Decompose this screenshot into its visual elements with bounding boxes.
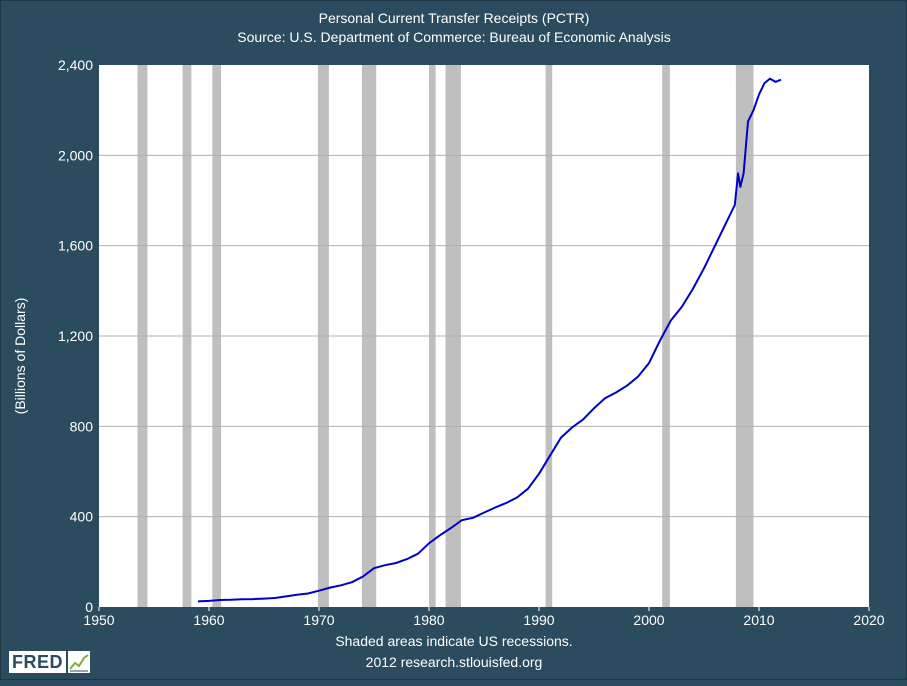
y-tick-label: 400	[70, 509, 94, 525]
recession-note: Shaded areas indicate US recessions.	[335, 633, 572, 649]
x-tick-label: 1960	[193, 612, 224, 628]
y-tick-label: 1,200	[58, 328, 93, 344]
x-tick-label: 2000	[633, 612, 664, 628]
chart-title: Personal Current Transfer Receipts (PCTR…	[319, 10, 590, 26]
x-axis-ticks: 1950 1960 1970 1980 1990 2000 2010 2020	[83, 607, 885, 628]
fred-logo: FRED	[9, 651, 90, 673]
x-tick-label: 2010	[743, 612, 774, 628]
x-tick-label: 1990	[523, 612, 554, 628]
y-tick-label: 2,000	[58, 147, 93, 163]
fred-chart-icon	[68, 651, 90, 673]
fred-logo-text: FRED	[9, 651, 66, 673]
y-tick-label: 2,400	[58, 57, 93, 73]
gridlines	[99, 154, 869, 518]
y-axis-label: (Billions of Dollars)	[12, 298, 28, 415]
y-tick-label: 1,600	[58, 238, 93, 254]
y-tick-label: 0	[85, 599, 93, 615]
series-line-pctr	[197, 77, 782, 603]
chart-subtitle: Source: U.S. Department of Commerce: Bur…	[237, 29, 670, 45]
y-tick-label: 800	[70, 418, 94, 434]
x-tick-label: 1950	[83, 612, 114, 628]
source-url: 2012 research.stlouisfed.org	[366, 654, 543, 670]
y-axis-ticks: 0 400 800 1,200 1,600 2,000 2,400	[58, 57, 93, 615]
x-tick-label: 1970	[303, 612, 334, 628]
x-tick-label: 2020	[853, 612, 884, 628]
x-tick-label: 1980	[413, 612, 444, 628]
